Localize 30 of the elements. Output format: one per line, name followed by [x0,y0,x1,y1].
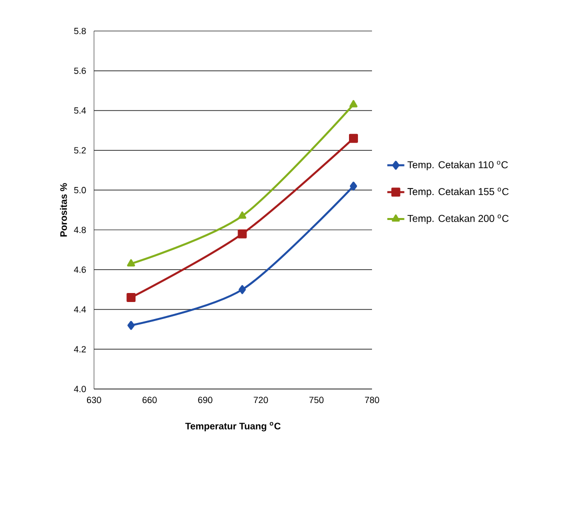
point [126,293,136,302]
point [238,229,247,238]
x-tick-label: 780 [364,396,380,404]
point [350,182,358,191]
x-axis-title: Temperatur Tuang $^{o}$C [185,422,281,432]
y-tick-label: 5.4 [74,107,86,114]
point [349,100,358,108]
point [127,259,136,266]
y-tick-label: 5.2 [74,147,86,154]
point [238,285,246,294]
legend-label: Temp. Cetakan 155 $^{o}$C [408,188,509,198]
legend-label: Temp. Cetakan 110 $^{o}$C [408,160,508,170]
legend-label: Temp. Cetakan 200 $^{o}$C [408,214,509,224]
x-tick-label: 750 [309,396,324,404]
point [348,134,358,143]
y-tick-label: 5.8 [74,28,86,34]
x-tick-label: 690 [198,396,212,404]
y-tick-label: 4.4 [74,306,86,313]
y-tick-label: 4.6 [74,266,86,273]
y-axis-title: Porositas % [60,183,67,236]
y-tick-label: 4.2 [74,346,86,352]
point [127,320,135,330]
y-tick-label: 4.8 [74,226,86,234]
y-tick-label: 5.6 [74,68,86,74]
x-tick-label: 630 [86,396,102,404]
y-tick-label: 5.0 [74,186,86,194]
x-tick-label: 660 [142,396,157,404]
point [238,211,246,219]
y-tick-label: 4.0 [74,386,86,392]
x-tick-label: 720 [254,396,268,404]
